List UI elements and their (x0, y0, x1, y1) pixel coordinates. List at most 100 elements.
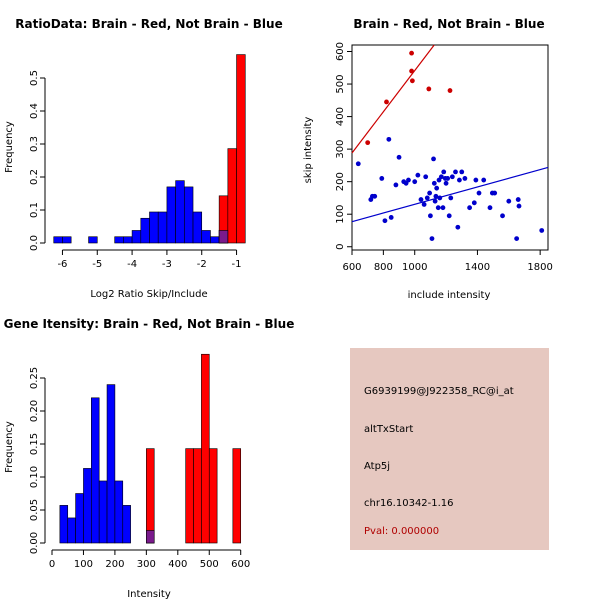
red-point (409, 78, 415, 84)
ratio-blue-bar (210, 236, 220, 244)
blue-point (449, 174, 455, 180)
ratio-y-tick-label: 0.1 (29, 202, 40, 218)
blue-point (396, 154, 402, 160)
ratio-blue-bar (53, 236, 63, 244)
blue-point (415, 172, 421, 178)
blue-point (424, 195, 430, 201)
blue-point (429, 236, 435, 242)
red-point (409, 50, 414, 56)
scatter-x-tick-label: 600 (342, 262, 361, 273)
blue-point (453, 169, 458, 175)
scatter-y-tick-label: 200 (335, 172, 346, 191)
blue-point (459, 169, 465, 175)
ratio-x-tick-label: -5 (92, 259, 102, 270)
blue-point (421, 202, 427, 207)
ratio-blue-bar (175, 180, 185, 244)
blue-point (355, 161, 361, 167)
red-point (365, 140, 371, 146)
blue-point (427, 190, 433, 196)
scatter-plot: Brain - Red, Not Brain - Blue include in… (303, 17, 553, 301)
scatter-axes: 600 800 1000 1400 1800 0 100 200 300 400 500 600 (335, 42, 553, 273)
blue-point (428, 213, 433, 219)
ratio-red-bar (236, 54, 246, 244)
blue-point (473, 177, 479, 183)
intensity-x-tick-label: 300 (137, 559, 156, 570)
intensity-red-bar (193, 448, 202, 544)
scatter-x-tick-label: 1400 (465, 262, 490, 273)
ratio-blue-bar (140, 217, 150, 244)
intensity-blue-bar (98, 480, 108, 544)
intensity-x-tick-label: 600 (231, 559, 250, 570)
intensity-blue-bar (114, 480, 124, 544)
ratio-x-tick-label: -3 (162, 259, 172, 270)
red-point (426, 86, 432, 92)
blue-point (514, 236, 520, 242)
scatter-points (355, 50, 545, 242)
intensity-y-tick-label: 0.20 (29, 400, 40, 422)
intensity-histogram-ylabel: Frequency (4, 421, 15, 473)
scatter-fit-lines (351, 44, 549, 223)
blue-point (467, 205, 472, 211)
blue-point (471, 200, 477, 206)
scatter-ylabel: skip intensity (303, 117, 314, 184)
ratio-histogram-bars (53, 54, 246, 244)
blue-point (500, 213, 505, 219)
intensity-y-tick-label: 0.25 (29, 367, 40, 389)
blue-fit-line (351, 166, 549, 223)
intensity-y-tick-label: 0.15 (29, 433, 40, 455)
ratio-y-tick-label: 0.2 (29, 169, 40, 185)
info-panel: G6939199@J922358_RC@i_at altTxStart Atp5… (350, 348, 549, 550)
scatter-plot-box (351, 44, 549, 251)
gene-name: Atp5j (364, 461, 391, 472)
blue-point (393, 182, 399, 188)
intensity-x-tick-label: 100 (74, 559, 93, 570)
intensity-histogram-axes: 0 100 200 300 400 500 600 0.00 0.05 0.10 0.15 0.20 0… (29, 367, 250, 570)
blue-point (382, 218, 388, 224)
ratio-blue-bar (166, 186, 176, 244)
blue-point (446, 213, 452, 219)
blue-point (457, 177, 462, 183)
blue-point (441, 169, 447, 175)
blue-point (431, 180, 437, 186)
blue-point (492, 190, 498, 196)
blue-point (423, 174, 429, 180)
blue-point (481, 177, 487, 183)
intensity-blue-bar (67, 517, 76, 544)
ratio-x-tick-label: -4 (127, 259, 137, 270)
scatter-y-tick-label: 300 (335, 140, 346, 159)
scatter-y-tick-label: 100 (335, 205, 346, 224)
scatter-title: Brain - Red, Not Brain - Blue (353, 17, 544, 31)
blue-point (431, 156, 436, 162)
probe-id: G6939199@J922358_RC@i_at (364, 386, 514, 397)
blue-point (438, 174, 444, 180)
red-point (384, 99, 389, 105)
blue-point (433, 193, 439, 199)
intensity-x-tick-label: 400 (168, 559, 187, 570)
intensity-histogram: Gene Itensity: Brain - Red, Not Brain - … (4, 317, 295, 600)
scatter-x-tick-label: 1800 (527, 262, 552, 273)
genomic-location: chr16.10342-1.16 (364, 498, 454, 509)
intensity-x-tick-label: 200 (105, 559, 124, 570)
blue-point (443, 180, 449, 186)
blue-point (445, 176, 451, 181)
ratio-blue-bar (123, 236, 133, 244)
intensity-overlap-bar (146, 530, 155, 544)
ratio-red-bar (227, 148, 237, 244)
scatter-y-tick-label: 500 (335, 75, 346, 94)
intensity-x-tick-label: 500 (200, 559, 219, 570)
blue-point (487, 205, 493, 211)
intensity-red-bar (146, 448, 155, 544)
scatter-xlabel: include intensity (408, 290, 491, 301)
intensity-x-tick-label: 0 (49, 559, 55, 570)
ratio-blue-bar (201, 230, 211, 244)
blue-point (386, 136, 392, 142)
ratio-overlap-bar (218, 230, 229, 244)
blue-point (448, 195, 454, 201)
ratio-blue-bar (131, 230, 142, 244)
ratio-x-tick-label: -1 (232, 259, 242, 270)
intensity-blue-bar (75, 493, 84, 544)
red-point (447, 88, 453, 93)
blue-point (516, 203, 522, 209)
intensity-blue-bar (122, 505, 131, 544)
ratio-blue-bar (62, 236, 72, 244)
